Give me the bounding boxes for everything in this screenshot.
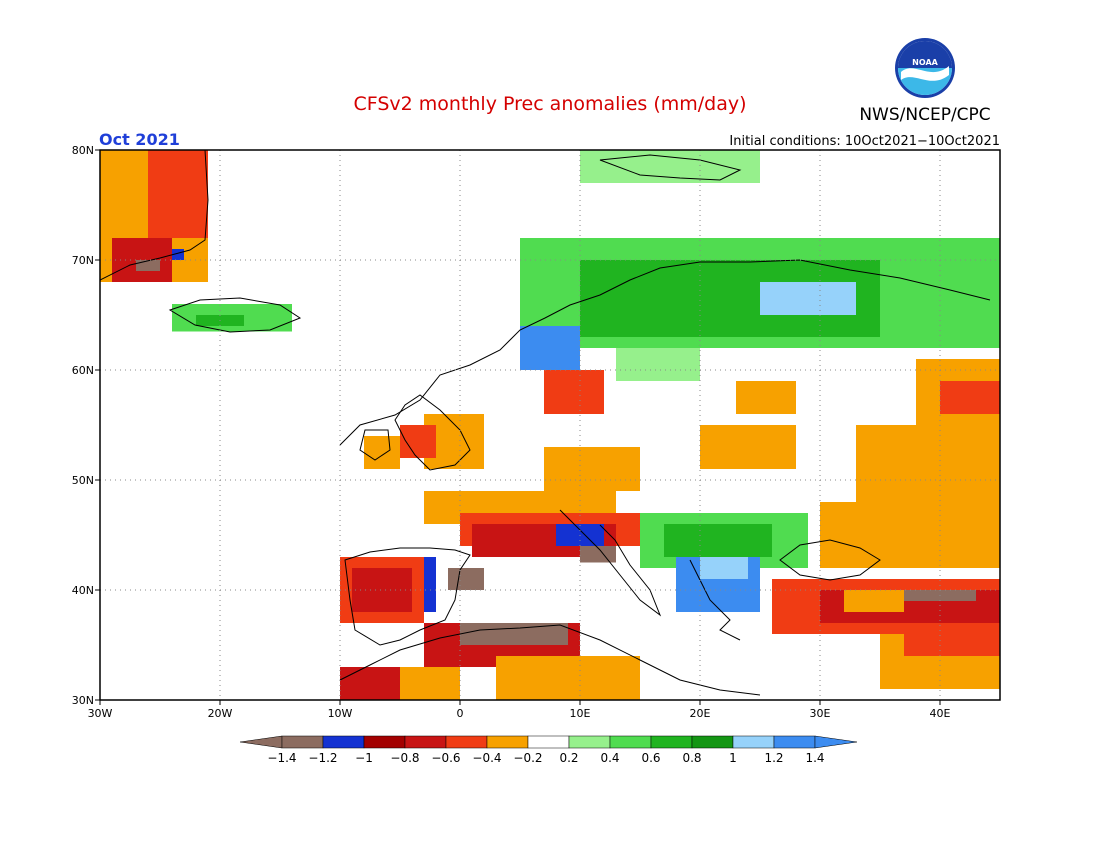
colorbar-label: −0.4 <box>472 751 501 765</box>
colorbar-label: 0.2 <box>559 751 578 765</box>
colorbar-label: −1 <box>355 751 373 765</box>
coastline-europe <box>339 259 991 446</box>
colorbar-label: −1.4 <box>267 751 296 765</box>
lon-tick-label: 20E <box>690 707 711 720</box>
colorbar-label: −0.2 <box>513 751 542 765</box>
colorbar-segment <box>281 735 324 749</box>
lon-tick-label: 0 <box>457 707 464 720</box>
anomaly-cell-green-light <box>616 348 700 381</box>
map-frame <box>99 149 1001 701</box>
lon-tick-label: 30E <box>810 707 831 720</box>
anomaly-cell-orange <box>544 447 640 491</box>
anomaly-cell-orange <box>700 425 796 469</box>
anomaly-cell-orange-red <box>544 370 604 414</box>
initial-conditions-label: Initial conditions: 10Oct2021−10Oct2021 <box>729 134 1000 149</box>
anomaly-cell-orange <box>736 381 796 414</box>
colorbar-segment <box>486 735 529 749</box>
colorbar-segment <box>568 735 611 749</box>
colorbar-label: 0.8 <box>682 751 701 765</box>
lon-tick-label: 30W <box>88 707 113 720</box>
colorbar-label: 1.4 <box>805 751 824 765</box>
coastline-ireland <box>359 429 391 461</box>
anomaly-cell-green-dark <box>664 524 772 557</box>
colorbar-label: 1 <box>729 751 737 765</box>
colorbar: −1.4 −1.2 −1 −0.8 −0.6 −0.4 −0.2 0.2 0.4 0.6 0.8 1 1… <box>239 735 858 765</box>
anomaly-cell-blue-dark <box>172 249 184 260</box>
colorbar-segment <box>609 735 652 749</box>
coastline-iberia <box>344 547 471 646</box>
anomaly-cell-orange-red <box>940 381 1000 414</box>
anomaly-cell-blue-light <box>760 282 856 315</box>
coastline-layer <box>100 150 991 696</box>
lat-tick-label: 60N <box>72 364 94 377</box>
lat-tick-label: 30N <box>72 694 94 707</box>
lat-tick-label: 80N <box>72 144 94 157</box>
colorbar-segment <box>732 735 775 749</box>
coastline-svalbard <box>599 154 742 181</box>
anomaly-cell-blue <box>520 326 580 370</box>
anomaly-cell-red <box>352 568 412 612</box>
colorbar-segment <box>404 735 447 749</box>
colorbar-left-arrow <box>239 735 283 749</box>
anomaly-cell-orange-red <box>148 150 208 238</box>
anomaly-cell-orange <box>364 436 400 469</box>
coastline-britain <box>394 394 471 471</box>
map-title: CFSv2 monthly Prec anomalies (mm/day) <box>353 93 746 115</box>
anomaly-cell-brown <box>460 623 568 645</box>
anomaly-cell-orange-red <box>904 634 1000 656</box>
coastline-black-sea <box>779 539 881 581</box>
coastline-greece <box>689 559 741 641</box>
colorbar-segment <box>527 735 570 749</box>
anomaly-cell-brown <box>136 260 160 271</box>
lat-tick-label: 40N <box>72 584 94 597</box>
colorbar-segment <box>363 735 406 749</box>
anomaly-cell-blue-dark <box>424 557 436 612</box>
coastline-greenland <box>100 150 209 281</box>
coastline-italy <box>559 509 662 617</box>
anomaly-cell-orange <box>844 590 904 612</box>
colorbar-label: −0.8 <box>390 751 419 765</box>
anomaly-cell-red <box>340 667 400 700</box>
colorbar-segment <box>650 735 693 749</box>
colorbar-segment <box>445 735 488 749</box>
anomaly-cell-blue-light <box>700 557 748 579</box>
lon-tick-label: 10E <box>570 707 591 720</box>
colorbar-label: 0.6 <box>641 751 660 765</box>
axis-labels: 30W 20W 10W 0 10E 20E 30E 40E 30N 40N 50N 60N 70N 80N <box>72 144 951 720</box>
anomaly-layer <box>100 150 1000 700</box>
colorbar-label: 1.2 <box>764 751 783 765</box>
lon-tick-label: 40E <box>930 707 951 720</box>
lat-tick-label: 50N <box>72 474 94 487</box>
colorbar-segment <box>322 735 365 749</box>
agency-label: NWS/NCEP/CPC <box>859 105 990 125</box>
noaa-logo-text: NOAA <box>912 58 938 67</box>
lon-tick-label: 10W <box>328 707 353 720</box>
colorbar-label: −1.2 <box>308 751 337 765</box>
anomaly-cell-brown <box>448 568 484 590</box>
graticule <box>100 150 1000 700</box>
colorbar-segment <box>691 735 734 749</box>
anomaly-cell-orange <box>856 425 1000 502</box>
lon-tick-label: 20W <box>208 707 233 720</box>
noaa-logo: NOAA <box>895 38 955 98</box>
coastline-north-africa <box>339 624 761 696</box>
anomaly-cell-orange <box>820 502 1000 568</box>
colorbar-right-arrow <box>814 735 858 749</box>
anomaly-cell-orange <box>496 656 640 700</box>
anomaly-cell-green-light <box>580 150 760 183</box>
anomaly-cell-orange <box>976 546 1000 568</box>
colorbar-segment <box>773 735 816 749</box>
colorbar-label: 0.4 <box>600 751 619 765</box>
lat-tick-label: 70N <box>72 254 94 267</box>
colorbar-label: −0.6 <box>431 751 460 765</box>
period-label: Oct 2021 <box>99 130 180 149</box>
coastline-iceland <box>168 297 302 333</box>
